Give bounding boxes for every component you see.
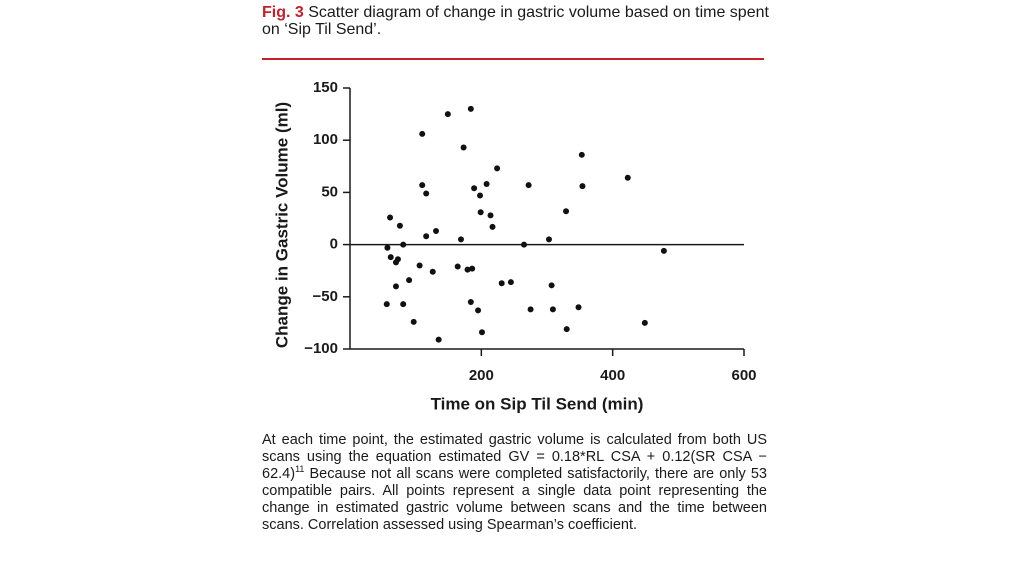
y-tick-label: 150 [313, 79, 338, 96]
data-point [423, 233, 430, 240]
data-point [483, 181, 490, 188]
data-point [624, 174, 631, 181]
data-point [387, 254, 394, 261]
data-point [660, 247, 667, 254]
data-point [444, 111, 451, 118]
data-point [433, 228, 440, 235]
data-point [579, 183, 586, 190]
data-point [527, 306, 534, 313]
y-tick-label: 100 [313, 131, 338, 148]
data-point [467, 105, 474, 112]
data-point [507, 279, 514, 286]
data-point [396, 222, 403, 229]
data-point [545, 236, 552, 243]
data-point [384, 244, 391, 251]
figure-label: Fig. 3 [262, 4, 304, 21]
data-point [419, 130, 426, 137]
data-point [563, 326, 570, 333]
data-point [416, 262, 423, 269]
data-point [383, 301, 390, 308]
data-point [641, 319, 648, 326]
data-point [525, 182, 532, 189]
data-point [410, 318, 417, 325]
figure-heading: Fig. 3 Scatter diagram of change in gast… [262, 4, 772, 38]
data-point [471, 185, 478, 192]
data-point [392, 283, 399, 290]
data-point [400, 241, 407, 248]
chart-title: Scatter diagram of change in gastric vol… [262, 4, 769, 38]
data-point [578, 151, 585, 158]
y-tick-label: 50 [321, 183, 338, 200]
y-tick-label: −100 [304, 340, 338, 357]
data-point [477, 192, 484, 199]
data-point [406, 277, 413, 284]
data-point [548, 282, 555, 289]
data-point [467, 299, 474, 306]
data-point [549, 306, 556, 313]
data-point [563, 208, 570, 215]
caption: At each time point, the estimated gastri… [262, 432, 767, 534]
data-point [454, 263, 461, 270]
data-point [575, 304, 582, 311]
data-point [477, 209, 484, 216]
data-point [400, 301, 407, 308]
caption-text: At each time point, the estimated gastri… [262, 432, 767, 482]
y-axis-label: Change in Gastric Volume (ml) [272, 102, 291, 348]
data-point [487, 212, 494, 219]
data-point [457, 236, 464, 243]
caption-text: Because not all scans were completed sat… [262, 466, 767, 533]
data-point [521, 241, 528, 248]
data-point [429, 268, 436, 275]
y-tick-label: −50 [313, 288, 338, 305]
divider [262, 58, 764, 60]
data-point [489, 223, 496, 230]
x-axis-label: Time on Sip Til Send (min) [431, 394, 644, 413]
data-point [423, 190, 430, 197]
data-point [475, 307, 482, 314]
data-point [387, 214, 394, 221]
data-point [419, 182, 426, 189]
x-tick-label: 400 [600, 367, 625, 384]
data-point [469, 265, 476, 272]
y-tick-label: 0 [330, 236, 338, 253]
data-point [478, 329, 485, 336]
data-point [464, 266, 471, 273]
reference: 11 [295, 464, 305, 475]
data-point [494, 165, 501, 172]
data-point [394, 256, 401, 263]
data-point [498, 280, 505, 287]
x-tick-label: 200 [469, 367, 494, 384]
data-point [460, 144, 467, 151]
x-tick-label: 600 [731, 367, 756, 384]
chart: Time on Sip Til Send (min) Change in Gas… [272, 79, 756, 414]
data-point [435, 336, 442, 343]
